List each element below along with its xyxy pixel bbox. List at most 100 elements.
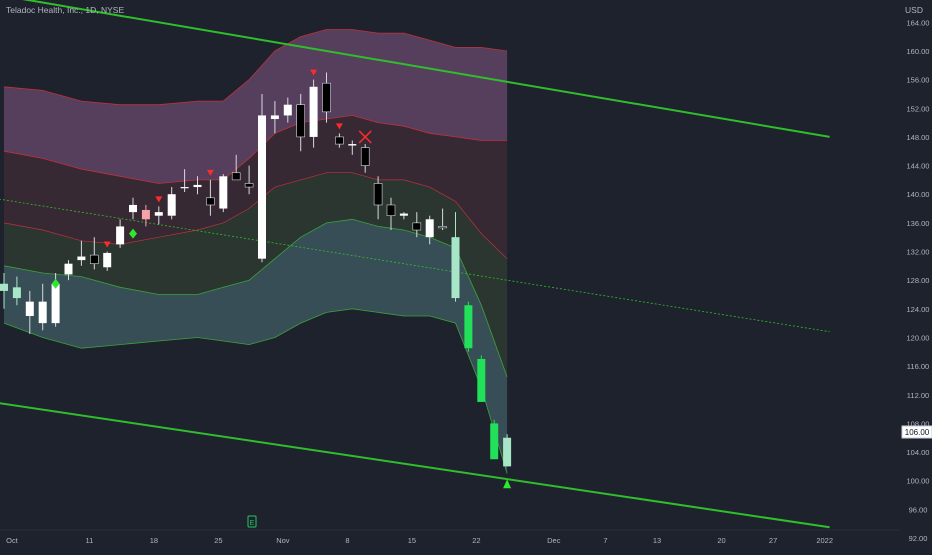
candle[interactable] — [412, 212, 422, 238]
candle[interactable] — [322, 72, 331, 123]
candle-body — [503, 437, 512, 467]
candle-body — [12, 287, 21, 299]
sell-signal-marker — [310, 69, 318, 76]
candle[interactable] — [141, 204, 150, 227]
channel-mid-line[interactable] — [0, 198, 830, 333]
candle[interactable] — [0, 273, 8, 309]
price-tick-label: 96.00 — [909, 505, 928, 514]
last-price-value: 106.00 — [905, 428, 930, 437]
candle-body — [348, 144, 357, 146]
candle[interactable] — [348, 140, 357, 155]
candle[interactable] — [103, 251, 112, 271]
candle[interactable] — [503, 434, 512, 467]
candle[interactable] — [219, 174, 228, 213]
price-tick-label: 164.00 — [907, 18, 930, 27]
candle-body — [154, 212, 163, 216]
candle-body — [438, 226, 447, 229]
lower-band-top-line — [3, 218, 508, 378]
candle[interactable] — [270, 101, 279, 134]
candle-body — [322, 82, 331, 113]
candle[interactable] — [64, 260, 73, 281]
candle[interactable] — [464, 301, 473, 352]
candle[interactable] — [129, 197, 137, 220]
middle-band-line — [3, 172, 508, 259]
candle[interactable] — [451, 212, 460, 302]
candle[interactable] — [116, 219, 125, 248]
channel-layer — [0, 0, 830, 529]
channel-lower-line[interactable] — [0, 402, 830, 529]
sell-signal-marker — [155, 196, 163, 203]
candle-body — [51, 283, 60, 324]
price-tick-label: 136.00 — [907, 219, 930, 228]
candle-body — [360, 147, 370, 166]
price-axis[interactable]: 164.00 160.00 156.00 152.00 148.00 144.00 140.… — [907, 18, 930, 543]
price-tick-label: 148.00 — [907, 133, 930, 142]
candle-body — [464, 305, 473, 349]
candle-body — [270, 115, 279, 120]
price-tick-label: 160.00 — [907, 47, 930, 56]
time-tick-label: Nov — [276, 536, 290, 545]
candle-body — [167, 194, 176, 216]
candle[interactable] — [399, 212, 408, 220]
candle[interactable] — [425, 215, 434, 245]
candle[interactable] — [296, 93, 306, 152]
candle[interactable] — [180, 169, 189, 193]
currency-label: USD — [905, 5, 923, 15]
candle-body — [180, 187, 189, 189]
candle[interactable] — [438, 208, 447, 231]
candle-body — [231, 172, 241, 181]
candle[interactable] — [477, 355, 486, 402]
candle[interactable] — [38, 283, 47, 331]
candle-body — [399, 213, 408, 216]
candle[interactable] — [386, 197, 396, 231]
candle[interactable] — [231, 154, 241, 181]
time-tick-label: 13 — [653, 536, 661, 545]
last-price-box — [901, 425, 932, 439]
price-tick-label: 128.00 — [907, 276, 930, 285]
time-tick-label: Oct — [6, 536, 19, 545]
candle-body — [219, 176, 228, 209]
candle[interactable] — [25, 290, 34, 334]
candle[interactable] — [283, 97, 292, 123]
candle[interactable] — [244, 165, 254, 195]
time-tick-label: 25 — [214, 536, 222, 545]
time-tick-label: 20 — [717, 536, 725, 545]
buy-signal-marker — [51, 278, 60, 289]
candle-body — [244, 183, 254, 188]
time-tick-label: 27 — [769, 536, 777, 545]
candle[interactable] — [167, 187, 176, 220]
candle[interactable] — [206, 179, 215, 216]
time-tick-label: 2022 — [816, 536, 833, 545]
candle[interactable] — [373, 176, 383, 220]
candle-body — [193, 184, 202, 188]
candle[interactable] — [258, 93, 266, 263]
candle[interactable] — [309, 79, 318, 148]
candle[interactable] — [12, 276, 21, 306]
candle[interactable] — [360, 144, 370, 173]
candle[interactable] — [154, 206, 163, 225]
candle[interactable] — [335, 133, 344, 148]
time-tick-label: 18 — [150, 536, 158, 545]
candle[interactable] — [193, 176, 202, 195]
upper-band-bottom-line — [3, 114, 508, 184]
earnings-icon[interactable]: E — [247, 515, 257, 528]
price-tick-label: 144.00 — [907, 162, 930, 171]
price-tick-label: 132.00 — [907, 248, 930, 257]
time-axis[interactable]: Oct 11 18 25 Nov 8 15 22 Dec 7 13 20 27 2022 — [0, 529, 900, 545]
channel-upper-line[interactable] — [0, 0, 830, 138]
time-tick-label: 15 — [408, 536, 416, 545]
price-tick-label: 152.00 — [907, 104, 930, 113]
candle-body — [258, 115, 266, 259]
candle-body — [296, 104, 306, 138]
candle-body — [90, 254, 99, 264]
candle[interactable] — [77, 240, 86, 266]
time-tick-label: 8 — [345, 536, 349, 545]
candles-layer[interactable] — [0, 72, 512, 467]
candle-body — [206, 197, 215, 206]
candle-body — [116, 226, 125, 245]
candle-body — [0, 283, 8, 291]
candle[interactable] — [90, 237, 99, 270]
candle[interactable] — [490, 419, 499, 460]
